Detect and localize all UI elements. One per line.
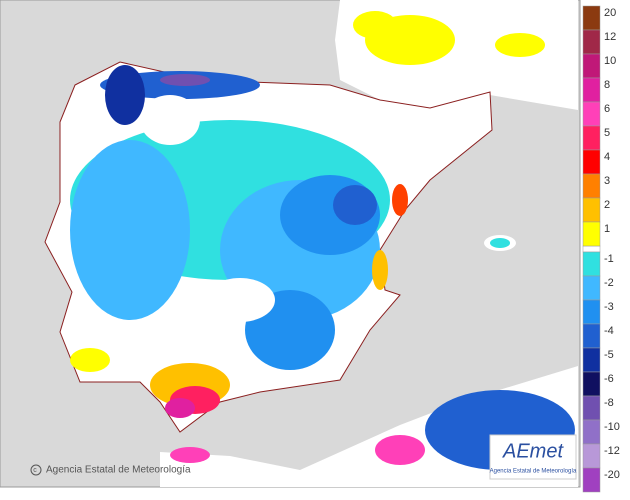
legend-label: -20 [604,469,620,481]
legend-swatch [582,221,601,247]
legend-swatch [582,323,601,349]
legend-swatch [582,197,601,223]
legend-label: -4 [604,325,614,337]
legend-swatch [582,275,601,301]
logo: AEmet Agencia Estatal de Meteorología [489,434,577,480]
legend-label: 3 [604,175,610,187]
legend-swatch [582,149,601,175]
legend-label: 8 [604,79,610,91]
legend-swatch [582,101,601,127]
copyright-c: c [33,467,37,474]
legend-swatch [582,371,601,397]
legend-swatch [582,173,601,199]
legend-label: -2 [604,277,614,289]
legend-swatch [582,443,601,469]
legend-swatch [582,125,601,151]
legend-label: 20 [604,7,616,19]
legend-gap [582,245,601,253]
legend-swatch [582,347,601,373]
legend-label: -3 [604,301,614,313]
legend-swatch [582,395,601,421]
legend-swatch [582,77,601,103]
legend-label: -6 [604,373,614,385]
anomaly-blobs [70,11,575,470]
credit-text: Agencia Estatal de Meteorología [46,465,191,476]
credit: c Agencia Estatal de Meteorología [30,464,191,476]
legend-label: 10 [604,55,616,67]
copyright-icon [30,464,42,476]
legend-label: -10 [604,421,620,433]
legend-label: 4 [604,151,610,163]
legend-label: -5 [604,349,614,361]
legend-label: -8 [604,397,614,409]
legend-label: 6 [604,103,610,115]
legend-label: -12 [604,445,620,457]
legend-label: 12 [604,31,616,43]
legend-label: 2 [604,199,610,211]
legend-swatch [582,251,601,277]
legend-swatch [582,29,601,55]
legend: 20 12 10 8 6 5 4 3 2 1 -1 -2 -3 -4 -5 -6 -8 -10 -12 -20 [582,5,620,493]
legend-swatch [582,419,601,445]
logo-box [489,434,577,480]
legend-label: -1 [604,253,614,265]
legend-swatch [582,467,601,493]
logo-name: AEmet [502,440,564,462]
legend-swatch [582,5,601,31]
legend-swatch [582,299,601,325]
logo-subtitle: Agencia Estatal de Meteorología [490,469,577,475]
legend-label: 1 [604,223,610,235]
legend-swatch [582,53,601,79]
legend-label: 5 [604,127,610,139]
